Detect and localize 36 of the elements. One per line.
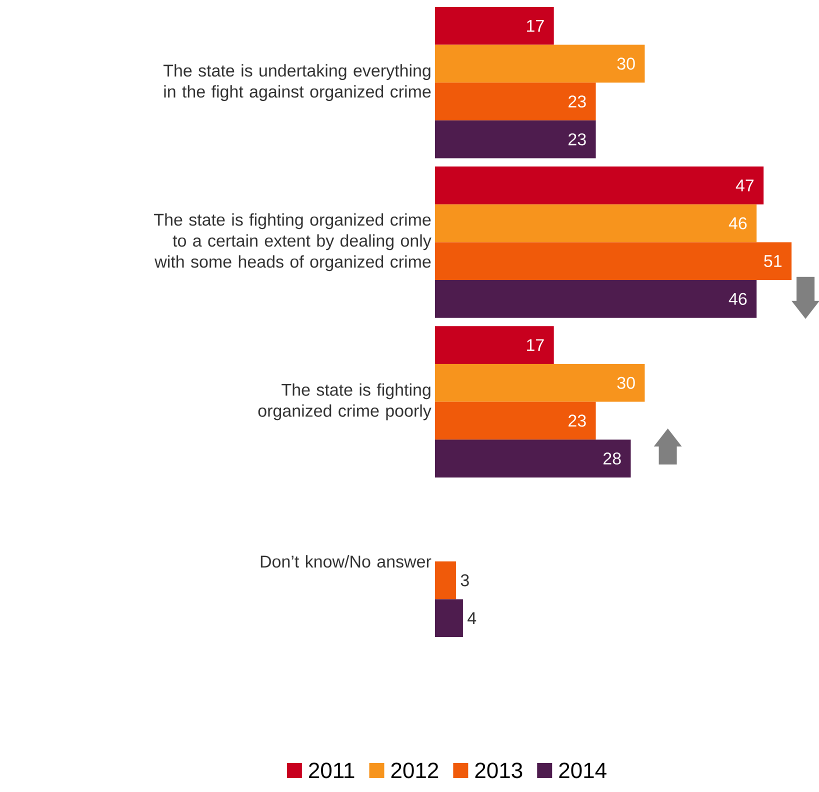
data-label: 30 bbox=[617, 376, 635, 389]
data-label: 28 bbox=[604, 452, 621, 465]
bar bbox=[435, 561, 456, 600]
bar bbox=[435, 364, 645, 402]
legend-label: 2013 bbox=[475, 762, 522, 778]
data-label: 23 bbox=[568, 414, 586, 427]
data-label: 30 bbox=[617, 58, 635, 70]
data-label: 47 bbox=[736, 180, 754, 192]
data-label: 17 bbox=[527, 20, 544, 32]
data-label: 51 bbox=[764, 255, 782, 268]
bar bbox=[435, 204, 757, 242]
y-tick-label: The state is fighting organized crime to a certain extent by dealing only with some heads of organized crime bbox=[154, 213, 432, 272]
bar bbox=[435, 599, 463, 638]
bar bbox=[435, 242, 792, 280]
bar bbox=[435, 120, 596, 158]
data-label: 3 bbox=[460, 574, 469, 586]
bar bbox=[435, 6, 554, 45]
legend-label: 2014 bbox=[559, 762, 606, 778]
data-label: 46 bbox=[728, 292, 747, 305]
bar bbox=[435, 44, 645, 83]
y-tick-label: The state is undertaking everything in the fight against organized crime bbox=[163, 64, 431, 102]
y-tick-label: Don’t know/No answer bbox=[260, 555, 432, 568]
bar bbox=[435, 326, 554, 364]
data-label: 4 bbox=[468, 612, 476, 624]
legend-label: 2012 bbox=[391, 762, 438, 778]
data-label: 17 bbox=[527, 339, 544, 351]
legend-label: 2011 bbox=[309, 762, 354, 778]
bar bbox=[435, 82, 596, 120]
data-label: 46 bbox=[728, 217, 747, 230]
data-label: 23 bbox=[568, 95, 586, 108]
bar bbox=[435, 166, 764, 204]
bar bbox=[435, 402, 596, 440]
y-tick-label: The state is fighting organized crime poorly bbox=[258, 383, 432, 420]
bar bbox=[435, 280, 757, 318]
data-label: 23 bbox=[568, 133, 586, 146]
bar bbox=[435, 440, 631, 478]
